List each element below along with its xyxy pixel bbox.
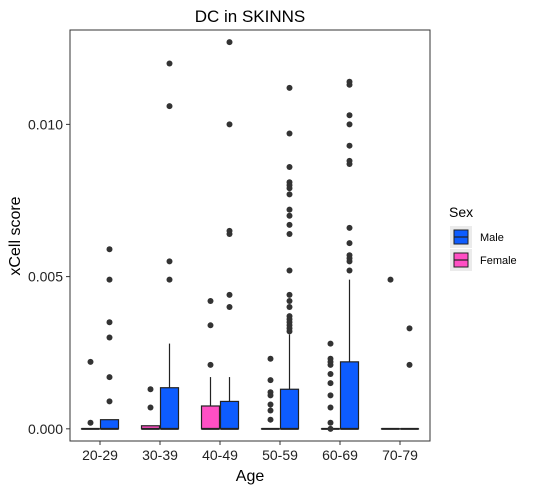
outlier-point-male-50-59-0 — [286, 84, 293, 91]
plot-panel — [69, 29, 431, 442]
outlier-point-male-50-59-20 — [286, 328, 293, 335]
outlier-point-female-60-69-3 — [327, 361, 334, 368]
outlier-point-female-50-59-6 — [267, 416, 274, 423]
outlier-point-female-40-49-2 — [207, 361, 214, 368]
legend-label-male: Male — [480, 232, 504, 244]
outlier-point-male-20-29-5 — [106, 398, 113, 405]
outlier-point-female-60-69-4 — [327, 371, 334, 378]
outlier-point-male-60-69-6 — [346, 160, 353, 167]
outlier-point-female-60-69-9 — [327, 425, 334, 432]
outlier-point-male-30-39-2 — [166, 258, 173, 265]
x-axis: 20-29 30-39 40-49 50-59 60-69 70-79 — [82, 441, 418, 463]
outlier-point-female-50-59-5 — [267, 407, 274, 414]
outlier-point-male-50-59-13 — [286, 297, 293, 304]
x-tick-label: 20-29 — [82, 447, 118, 463]
outlier-point-male-50-59-14 — [286, 304, 293, 311]
outlier-point-male-60-69-1 — [346, 81, 353, 88]
outlier-point-male-30-39-3 — [166, 276, 173, 283]
x-tick-label: 60-69 — [322, 447, 358, 463]
outlier-point-male-40-49-5 — [226, 304, 233, 311]
x-tick-label: 40-49 — [202, 447, 238, 463]
outlier-point-male-40-49-0 — [226, 39, 233, 46]
legend-label-female: Female — [480, 255, 517, 267]
outlier-point-male-40-49-4 — [226, 291, 233, 298]
outlier-point-male-20-29-1 — [106, 276, 113, 283]
outlier-point-male-20-29-3 — [106, 334, 113, 341]
outlier-point-male-60-69-4 — [346, 142, 353, 149]
box-male-30-39 — [159, 387, 180, 430]
outlier-point-male-50-59-7 — [286, 206, 293, 213]
outlier-point-male-60-69-3 — [346, 121, 353, 128]
outlier-point-male-70-79-1 — [406, 361, 413, 368]
legend: Sex Male Female — [449, 204, 517, 271]
outlier-point-female-50-59-4 — [267, 401, 274, 408]
outlier-point-male-60-69-7 — [346, 224, 353, 231]
outlier-point-male-30-39-1 — [166, 103, 173, 110]
outlier-point-male-60-69-8 — [346, 240, 353, 247]
outlier-point-female-50-59-0 — [267, 355, 274, 362]
x-tick-label: 70-79 — [382, 447, 418, 463]
box-male-60-69 — [339, 361, 360, 430]
outlier-point-male-30-39-0 — [166, 60, 173, 67]
outlier-point-male-70-79-0 — [406, 325, 413, 332]
outlier-point-male-60-69-2 — [346, 112, 353, 119]
outlier-point-male-50-59-8 — [286, 212, 293, 219]
box-male-50-59 — [279, 388, 300, 430]
outlier-point-female-60-69-6 — [327, 392, 334, 399]
x-tick-label: 50-59 — [262, 447, 298, 463]
outlier-point-male-60-69-11 — [346, 258, 353, 265]
outlier-point-female-40-49-1 — [207, 322, 214, 329]
outlier-point-male-50-59-9 — [286, 221, 293, 228]
y-tick-label: 0.005 — [28, 269, 63, 285]
outlier-point-female-50-59-3 — [267, 392, 274, 399]
outlier-point-female-20-29-1 — [87, 419, 94, 426]
outlier-point-female-60-69-7 — [327, 404, 334, 411]
legend-title: Sex — [449, 204, 473, 220]
outlier-point-male-50-59-10 — [286, 230, 293, 237]
y-tick-label: 0.000 — [28, 421, 63, 437]
outlier-point-female-60-69-0 — [327, 340, 334, 347]
outlier-point-male-20-29-0 — [106, 246, 113, 253]
outlier-point-male-40-49-1 — [226, 121, 233, 128]
outlier-point-female-30-39-0 — [147, 386, 154, 393]
outlier-point-female-30-39-1 — [147, 404, 154, 411]
outlier-point-male-50-59-12 — [286, 291, 293, 298]
outlier-point-male-60-69-12 — [346, 267, 353, 274]
outlier-point-female-20-29-0 — [87, 358, 94, 365]
box-female-40-49 — [200, 405, 221, 430]
y-axis-title: xCell score — [7, 196, 24, 275]
outlier-point-male-50-59-6 — [286, 191, 293, 198]
outlier-point-female-60-69-8 — [327, 419, 334, 426]
plot-marks — [80, 39, 420, 432]
outlier-point-male-50-59-2 — [286, 164, 293, 170]
y-tick-label: 0.010 — [28, 116, 63, 132]
outlier-point-male-50-59-5 — [286, 185, 293, 192]
outlier-point-male-20-29-4 — [106, 374, 113, 381]
outlier-point-female-70-79-0 — [387, 276, 394, 283]
x-tick-label: 30-39 — [142, 447, 178, 463]
outlier-point-male-40-49-3 — [226, 230, 233, 237]
outlier-point-male-50-59-11 — [286, 267, 293, 274]
y-axis: 0.000 0.005 0.010 — [28, 116, 70, 437]
outlier-point-male-20-29-2 — [106, 319, 113, 326]
box-male-40-49 — [219, 400, 240, 430]
box-male-20-29 — [99, 419, 120, 430]
outlier-point-female-50-59-1 — [267, 377, 274, 384]
outlier-point-male-50-59-1 — [286, 130, 293, 137]
x-axis-title: Age — [236, 468, 265, 485]
chart-title: DC in SKINNS — [195, 7, 306, 26]
outlier-point-female-60-69-5 — [327, 380, 334, 387]
outlier-point-female-40-49-0 — [207, 297, 214, 304]
